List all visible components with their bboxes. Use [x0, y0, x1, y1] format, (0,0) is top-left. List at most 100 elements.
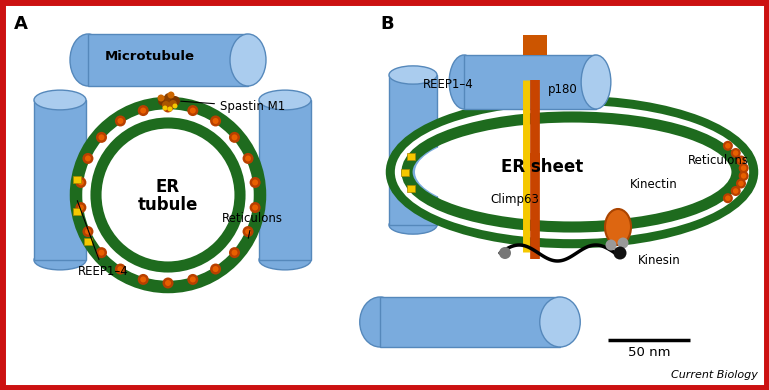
Text: REEP1–4: REEP1–4 [78, 200, 128, 278]
Circle shape [245, 156, 251, 161]
Circle shape [162, 101, 170, 109]
Circle shape [723, 141, 733, 151]
Bar [73, 176, 82, 183]
Circle shape [252, 179, 258, 186]
Circle shape [158, 94, 165, 101]
Circle shape [618, 238, 628, 248]
Circle shape [725, 195, 731, 201]
Text: ER: ER [156, 178, 180, 196]
Circle shape [82, 153, 94, 164]
Text: B: B [380, 15, 394, 33]
Circle shape [212, 266, 218, 272]
Circle shape [168, 92, 175, 99]
Circle shape [98, 250, 105, 255]
Bar [389, 75, 437, 225]
Circle shape [172, 103, 178, 108]
Circle shape [210, 264, 221, 275]
Circle shape [188, 274, 198, 285]
Text: ER sheet: ER sheet [501, 158, 583, 176]
Circle shape [231, 135, 238, 140]
Ellipse shape [34, 90, 86, 110]
Circle shape [75, 177, 86, 188]
Circle shape [212, 118, 218, 124]
Ellipse shape [70, 34, 106, 86]
Text: 50 nm: 50 nm [628, 346, 671, 359]
Text: Reticulons: Reticulons [688, 154, 749, 167]
Circle shape [115, 264, 126, 275]
Circle shape [85, 156, 91, 161]
Ellipse shape [389, 216, 437, 234]
Circle shape [738, 158, 744, 163]
Ellipse shape [389, 66, 437, 84]
Circle shape [96, 247, 107, 258]
Circle shape [165, 280, 171, 286]
Circle shape [229, 132, 240, 143]
Circle shape [741, 165, 747, 171]
Circle shape [168, 106, 172, 112]
Circle shape [499, 247, 511, 259]
Circle shape [723, 193, 733, 203]
Ellipse shape [605, 209, 631, 245]
Circle shape [162, 101, 174, 112]
Circle shape [190, 277, 196, 282]
Circle shape [190, 108, 196, 113]
Ellipse shape [415, 125, 729, 219]
Ellipse shape [259, 90, 311, 110]
Circle shape [733, 150, 738, 156]
Circle shape [162, 106, 168, 110]
Circle shape [736, 179, 746, 188]
Bar [34, 100, 86, 260]
Ellipse shape [360, 297, 400, 347]
Text: p180: p180 [548, 83, 578, 96]
Circle shape [738, 181, 744, 186]
Circle shape [170, 96, 180, 106]
Ellipse shape [449, 55, 479, 109]
Circle shape [78, 179, 84, 186]
Ellipse shape [230, 34, 266, 86]
Bar [85, 238, 92, 245]
Text: Kinectin: Kinectin [630, 179, 677, 191]
Text: Climp63: Climp63 [490, 193, 539, 206]
Circle shape [741, 173, 747, 179]
Circle shape [138, 274, 148, 285]
Circle shape [231, 250, 238, 255]
Circle shape [733, 188, 738, 194]
Circle shape [250, 202, 261, 213]
Circle shape [725, 143, 731, 149]
Circle shape [138, 105, 148, 116]
Circle shape [75, 202, 86, 213]
Circle shape [169, 100, 177, 108]
Circle shape [76, 103, 260, 287]
Bar [407, 185, 414, 192]
Circle shape [250, 177, 261, 188]
Circle shape [242, 226, 254, 237]
Text: A: A [14, 15, 28, 33]
Bar [380, 297, 560, 347]
Circle shape [118, 266, 123, 272]
Bar [401, 169, 409, 176]
Circle shape [245, 229, 251, 234]
Circle shape [736, 156, 746, 165]
Circle shape [96, 132, 107, 143]
Bar [407, 153, 414, 160]
Text: Kinesin: Kinesin [638, 254, 681, 266]
Bar [88, 34, 248, 86]
Text: Reticulons: Reticulons [222, 212, 283, 238]
Text: Microtubule: Microtubule [105, 50, 195, 64]
Ellipse shape [581, 55, 611, 109]
Circle shape [739, 171, 749, 181]
Circle shape [252, 204, 258, 211]
Circle shape [140, 277, 146, 282]
Circle shape [164, 93, 174, 103]
Bar [464, 55, 596, 109]
Circle shape [85, 229, 91, 234]
Circle shape [229, 247, 240, 258]
Circle shape [210, 115, 221, 126]
Circle shape [614, 246, 627, 259]
Circle shape [739, 163, 749, 173]
Circle shape [82, 226, 94, 237]
Bar [73, 208, 82, 215]
Ellipse shape [540, 297, 581, 347]
Circle shape [158, 96, 168, 106]
Circle shape [165, 104, 171, 110]
